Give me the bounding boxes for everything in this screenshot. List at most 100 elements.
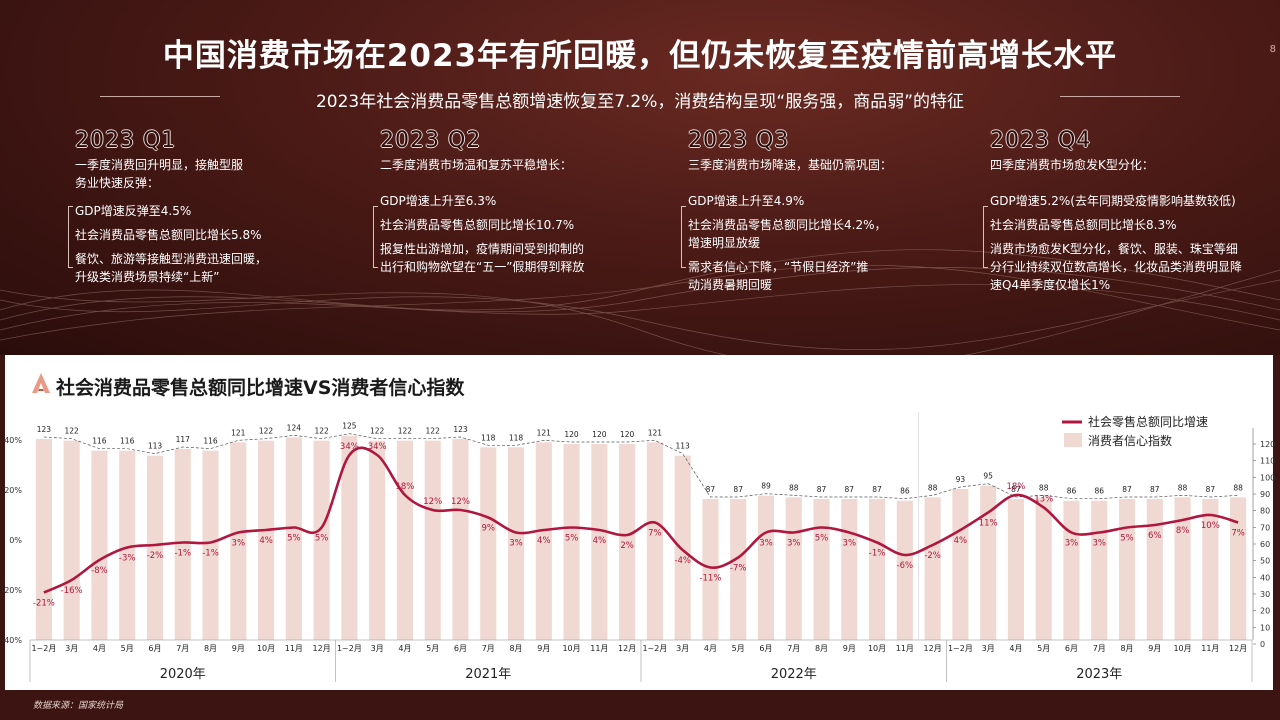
bar-consumer-confidence — [1174, 497, 1191, 640]
line-value-label: 5% — [815, 534, 829, 544]
bracket-decoration — [983, 206, 988, 268]
bar-value-label: 87 — [1150, 485, 1160, 494]
y-right-tick-label: 20 — [1260, 607, 1270, 616]
bar-value-label: 121 — [648, 428, 663, 437]
bar-value-label: 88 — [1233, 483, 1243, 492]
line-value-label: 34% — [368, 442, 387, 452]
line-value-label: 13% — [1034, 495, 1053, 505]
decorative-waves — [0, 249, 1280, 355]
quarter-card-q2: 2023 Q2 二季度消费市场温和复苏平稳增长： GDP增速上升至6.3% 社会… — [373, 128, 660, 282]
data-source: 数据来源：国家统计局 — [33, 701, 124, 711]
page-title: 中国消费市场在2023年有所回暖，但仍未恢复至疫情前高增长水平 — [162, 38, 1118, 74]
line-value-label: -1% — [174, 549, 191, 559]
quarter-point: GDP增速5.2%(去年同期受疫情影响基数较低) — [990, 194, 1236, 208]
line-value-label: -8% — [91, 566, 108, 576]
y-right-tick-label: 0 — [1260, 640, 1265, 649]
line-value-label: 4% — [593, 536, 607, 546]
x-tick-label: 9月 — [843, 644, 856, 653]
bar-value-label: 120 — [620, 430, 635, 439]
x-tick-label: 10月 — [1173, 644, 1191, 653]
line-value-label: 18% — [395, 482, 414, 492]
quarter-point: 报复性出游增加，疫情期间受到抑制的出行和购物欲望在“五一”假期得到释放 — [380, 242, 585, 274]
bar-value-label: 122 — [64, 427, 79, 436]
confidence-trend-dashed — [43, 433, 1239, 500]
x-tick-label: 3月 — [982, 644, 995, 653]
bar-value-label: 123 — [37, 425, 52, 434]
bar-consumer-confidence — [646, 442, 663, 640]
bar-consumer-confidence — [230, 442, 247, 640]
bar-value-label: 86 — [1094, 487, 1104, 496]
x-tick-label: 5月 — [1037, 644, 1050, 653]
bar-consumer-confidence — [119, 450, 136, 640]
bar-value-label: 95 — [983, 472, 993, 481]
quarter-point: GDP增速反弹至4.5% — [75, 204, 192, 218]
quarter-lead: 四季度消费市场愈发K型分化： — [990, 158, 1154, 172]
x-tick-label: 12月 — [618, 644, 636, 653]
line-value-label: 5% — [315, 534, 329, 544]
quarter-point: GDP增速上升至6.3% — [380, 194, 497, 208]
x-tick-label: 7月 — [787, 644, 800, 653]
line-value-label: -6% — [897, 561, 914, 571]
y-right-tick-label: 120 — [1260, 440, 1275, 449]
bar-consumer-confidence — [35, 439, 52, 640]
divider-right — [1060, 96, 1180, 97]
line-value-label: 12% — [451, 497, 470, 507]
bar-value-label: 125 — [342, 422, 357, 431]
bar-value-label: 87 — [706, 485, 716, 494]
bar-consumer-confidence — [952, 489, 969, 640]
line-value-label: 6% — [1148, 531, 1162, 541]
x-tick-label: 12月 — [313, 644, 331, 653]
line-value-label: 4% — [537, 536, 551, 546]
x-tick-label: 9月 — [537, 644, 550, 653]
bar-value-label: 117 — [176, 435, 191, 444]
bar-consumer-confidence — [146, 455, 164, 640]
bar-consumer-confidence — [757, 495, 775, 640]
line-value-label: -21% — [33, 599, 55, 609]
line-value-label: 11% — [979, 519, 998, 529]
x-tick-label: 9月 — [232, 644, 245, 653]
y-right-tick-label: 90 — [1260, 490, 1270, 499]
line-value-label: -4% — [674, 556, 691, 566]
bar-value-label: 87 — [845, 485, 855, 494]
bar-value-label: 88 — [928, 483, 938, 492]
divider-left — [100, 96, 220, 97]
line-value-label: -3% — [119, 554, 136, 564]
bar-value-label: 88 — [789, 483, 799, 492]
x-tick-label: 8月 — [204, 644, 217, 653]
legend-bar-swatch — [1064, 433, 1082, 447]
x-tick-label: 12月 — [1229, 644, 1247, 653]
bar-consumer-confidence — [452, 439, 469, 640]
x-tick-label: 8月 — [815, 644, 828, 653]
y-right-tick-label: 70 — [1260, 523, 1270, 532]
year-label: 2023年 — [1076, 667, 1122, 682]
quarter-point: 社会消费品零售总额同比增长5.8% — [75, 228, 262, 242]
bar-value-label: 113 — [148, 442, 163, 451]
quarter-card-q3: 2023 Q3 三季度消费市场降速，基础仍需巩固： GDP增速上升至4.9% 社… — [681, 130, 968, 300]
bar-value-label: 122 — [426, 427, 441, 436]
quarter-label: 2023 Q1 — [75, 128, 177, 153]
bar-value-label: 124 — [287, 423, 302, 432]
line-value-label: 2% — [620, 541, 634, 551]
chart-title: 社会消费品零售总额同比增速VS消费者信心指数 — [56, 377, 465, 399]
line-value-label: 4% — [259, 536, 273, 546]
bar-consumer-confidence — [785, 497, 802, 640]
bar-value-label: 113 — [675, 442, 690, 451]
y-right-tick-label: 30 — [1260, 590, 1270, 599]
legend-label-line: 社会零售总额同比增速 — [1088, 414, 1208, 429]
line-value-label: -2% — [147, 551, 164, 561]
line-value-label: 7% — [1231, 529, 1245, 539]
quarter-label: 2023 Q2 — [380, 128, 482, 153]
bar-value-label: 87 — [1011, 485, 1021, 494]
y-right-tick-label: 10 — [1260, 623, 1270, 632]
line-value-label: 3% — [509, 539, 523, 549]
bar-value-label: 87 — [817, 485, 827, 494]
bar-consumer-confidence — [285, 437, 302, 640]
line-value-label: -1% — [869, 549, 886, 559]
x-tick-label: 3月 — [371, 644, 384, 653]
bar-consumer-confidence — [702, 499, 719, 640]
bar-consumer-confidence — [813, 499, 830, 640]
quarter-point: 需求者信心下降，“节假日经济”推动消费暑期回暖 — [688, 260, 869, 292]
quarter-point: 社会消费品零售总额同比增长4.2%，增速明显放缓 — [688, 218, 887, 250]
bar-consumer-confidence — [313, 440, 330, 640]
